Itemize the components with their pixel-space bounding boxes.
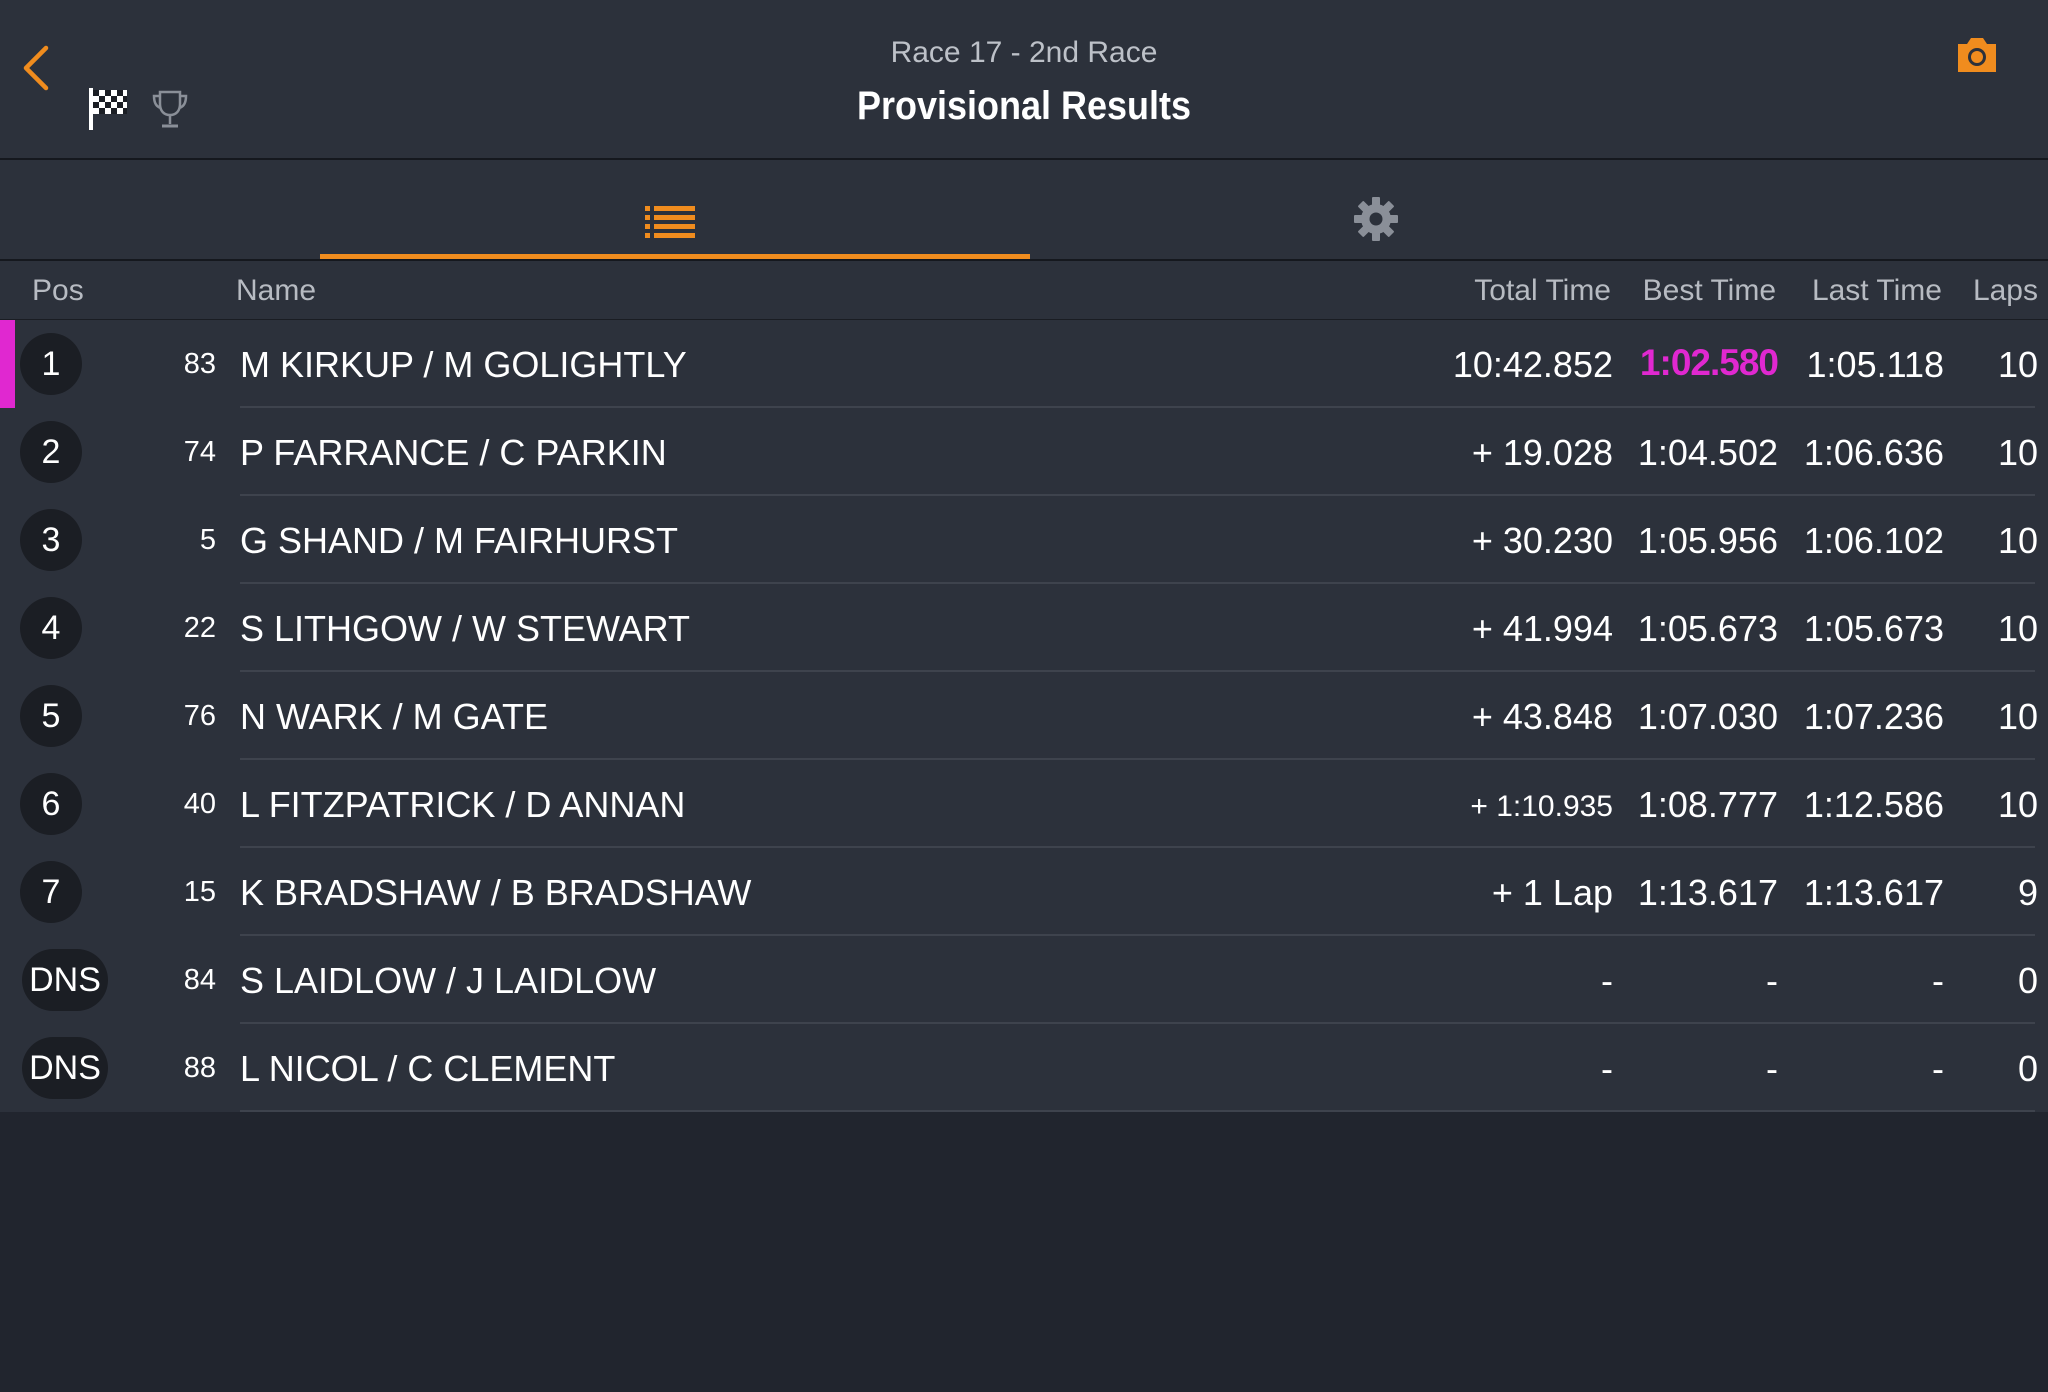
laps-count: 0 xyxy=(2017,1048,2038,1089)
camera-icon xyxy=(1958,38,1996,72)
best-time: 1:13.617 xyxy=(1637,872,1778,913)
total-time: - xyxy=(1601,960,1613,1001)
total-time: - xyxy=(1601,1048,1613,1089)
laps-count: 9 xyxy=(2017,872,2038,913)
best-time: 1:04.502 xyxy=(1637,432,1778,473)
total-time: + 1:10.935 xyxy=(1470,790,1613,823)
car-number: 15 xyxy=(183,876,216,908)
best-time: - xyxy=(1766,1048,1778,1089)
column-header-best-time[interactable]: Best Time xyxy=(1642,274,1776,307)
driver-names: N WARK / M GATE xyxy=(240,696,549,737)
best-time: 1:05.956 xyxy=(1637,520,1778,561)
car-number: 84 xyxy=(183,964,216,996)
car-number: 76 xyxy=(183,700,216,732)
table-row[interactable]: 3 5 G SHAND / M FAIRHURST + 30.230 1:05.… xyxy=(0,496,2048,584)
column-header-name[interactable]: Name xyxy=(236,274,317,307)
best-time: 1:07.030 xyxy=(1637,696,1778,737)
position-badge: 6 xyxy=(20,773,82,835)
position-badge: 3 xyxy=(20,509,82,571)
checkered-flag-icon[interactable] xyxy=(86,86,132,132)
car-number: 83 xyxy=(183,348,216,380)
best-time-fastest: 1:02.580 xyxy=(1639,342,1779,383)
position-badge: DNS xyxy=(22,1037,108,1099)
table-row[interactable]: 7 15 K BRADSHAW / B BRADSHAW + 1 Lap 1:1… xyxy=(0,848,2048,936)
last-time: 1:13.617 xyxy=(1803,872,1944,913)
last-time: - xyxy=(1932,1048,1944,1089)
back-button[interactable] xyxy=(18,40,58,96)
driver-names: L FITZPATRICK / D ANNAN xyxy=(240,784,686,825)
last-time: 1:05.118 xyxy=(1806,344,1944,385)
total-time: + 30.230 xyxy=(1471,520,1613,561)
laps-count: 10 xyxy=(1997,520,2038,561)
table-row[interactable]: 6 40 L FITZPATRICK / D ANNAN + 1:10.935 … xyxy=(0,760,2048,848)
table-row[interactable]: 1 83 M KIRKUP / M GOLIGHTLY 10:42.852 1:… xyxy=(0,320,2048,408)
laps-count: 10 xyxy=(1997,696,2038,737)
column-header-total-time[interactable]: Total Time xyxy=(1474,274,1611,307)
car-number: 5 xyxy=(199,524,216,556)
table-row[interactable]: DNS 88 L NICOL / C CLEMENT - - - 0 xyxy=(0,1024,2048,1112)
driver-names: P FARRANCE / C PARKIN xyxy=(240,432,667,473)
laps-count: 10 xyxy=(1997,608,2038,649)
last-time: 1:06.636 xyxy=(1803,432,1944,473)
best-time: 1:05.673 xyxy=(1637,608,1778,649)
last-time: - xyxy=(1932,960,1944,1001)
driver-names: S LITHGOW / W STEWART xyxy=(240,608,690,649)
laps-count: 10 xyxy=(1997,432,2038,473)
position-badge: 5 xyxy=(20,685,82,747)
total-time: 10:42.852 xyxy=(1452,344,1613,385)
position-badge: 2 xyxy=(20,421,82,483)
column-header-laps[interactable]: Laps xyxy=(1972,274,2038,307)
total-time: + 41.994 xyxy=(1471,608,1613,649)
table-row[interactable]: DNS 84 S LAIDLOW / J LAIDLOW - - - 0 xyxy=(0,936,2048,1024)
best-time: 1:08.777 xyxy=(1637,784,1778,825)
last-time: 1:06.102 xyxy=(1803,520,1944,561)
position-badge: 4 xyxy=(20,597,82,659)
position-badge: 7 xyxy=(20,861,82,923)
total-time: + 1 Lap xyxy=(1491,872,1613,913)
driver-names: G SHAND / M FAIRHURST xyxy=(240,520,679,561)
column-header-last-time[interactable]: Last Time xyxy=(1811,274,1942,307)
table-row[interactable]: 4 22 S LITHGOW / W STEWART + 41.994 1:05… xyxy=(0,584,2048,672)
list-icon xyxy=(645,206,695,238)
car-number: 74 xyxy=(183,436,216,468)
last-time: 1:07.236 xyxy=(1803,696,1944,737)
driver-names: K BRADSHAW / B BRADSHAW xyxy=(240,872,752,913)
column-header-row: Pos Name Total Time Best Time Last Time … xyxy=(0,261,2048,320)
laps-count: 10 xyxy=(1997,344,2038,385)
driver-names: S LAIDLOW / J LAIDLOW xyxy=(240,960,657,1001)
race-subtitle: Race 17 - 2nd Race xyxy=(890,36,1158,69)
driver-names: L NICOL / C CLEMENT xyxy=(240,1048,616,1089)
last-time: 1:12.586 xyxy=(1803,784,1944,825)
car-number: 40 xyxy=(183,788,216,820)
laps-count: 10 xyxy=(1997,784,2038,825)
total-time: + 19.028 xyxy=(1471,432,1613,473)
tab-bar xyxy=(0,160,2048,261)
navigation-bar: Race 17 - 2nd Race Provisional Results xyxy=(0,0,2048,160)
camera-button[interactable] xyxy=(1954,34,2000,76)
column-header-pos[interactable]: Pos xyxy=(32,274,84,307)
tab-results-list[interactable] xyxy=(320,160,1030,259)
results-table: 1 83 M KIRKUP / M GOLIGHTLY 10:42.852 1:… xyxy=(0,320,2048,1112)
table-row[interactable]: 2 74 P FARRANCE / C PARKIN + 19.028 1:04… xyxy=(0,408,2048,496)
car-number: 22 xyxy=(183,612,216,644)
active-tab-indicator xyxy=(320,254,1030,259)
total-time: + 43.848 xyxy=(1471,696,1613,737)
best-time: - xyxy=(1766,960,1778,1001)
position-badge: DNS xyxy=(22,949,108,1011)
car-number: 88 xyxy=(183,1052,216,1084)
trophy-icon[interactable] xyxy=(150,88,190,132)
last-time: 1:05.673 xyxy=(1803,608,1944,649)
table-row[interactable]: 5 76 N WARK / M GATE + 43.848 1:07.030 1… xyxy=(0,672,2048,760)
gear-icon xyxy=(1354,197,1398,241)
tab-settings[interactable] xyxy=(1030,160,1720,259)
laps-count: 0 xyxy=(2017,960,2038,1001)
chevron-left-icon xyxy=(23,45,49,91)
position-badge: 1 xyxy=(20,333,82,395)
page-title: Provisional Results xyxy=(856,84,1192,128)
driver-names: M KIRKUP / M GOLIGHTLY xyxy=(240,344,687,385)
leader-marker xyxy=(0,320,15,408)
